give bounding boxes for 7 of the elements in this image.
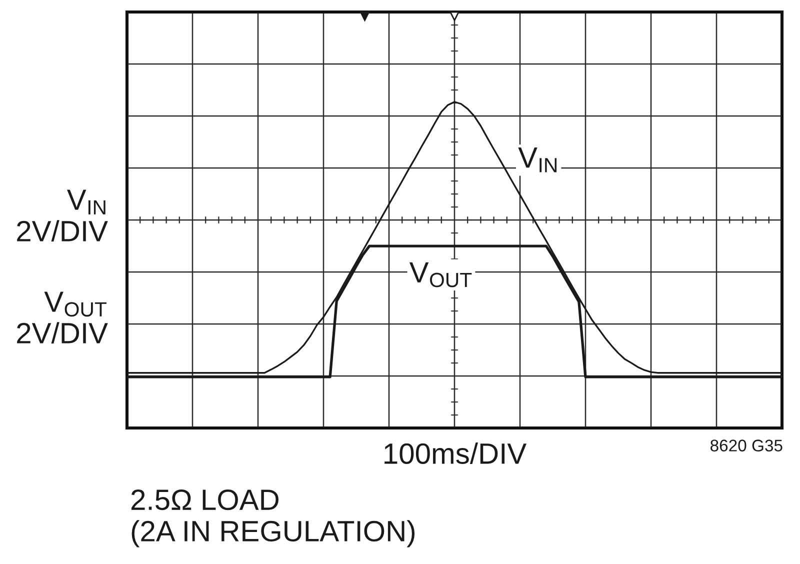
series-label: V$_{OUT}$: [409, 262, 472, 288]
text: V$_{IN}$ 2V/DIV: [17, 190, 108, 242]
legend-label: V$_{IN}$: [518, 148, 557, 172]
text: 2.5Ω LOAD (2A IN REGULATION): [131, 489, 415, 548]
x-axis-title: 100ms/DIV: [384, 442, 527, 464]
text: V$_{OUT}$ 2V/DIV: [17, 292, 108, 344]
text: 8620 G35: [710, 440, 782, 452]
